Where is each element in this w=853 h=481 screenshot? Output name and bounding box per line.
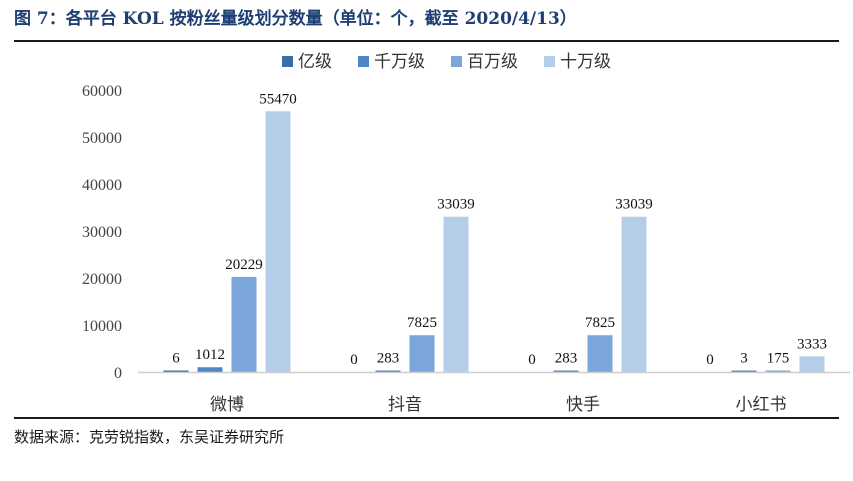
data-label: 283 [377,351,400,367]
bar [553,370,579,372]
data-label: 33039 [437,197,475,213]
figure-title: 图 7：各平台 KOL 按粉丝量级划分数量（单位：个，截至 2020/4/13） [14,9,577,29]
x-category-label: 抖音 [388,395,422,415]
bar [197,367,223,372]
y-tick-label: 20000 [82,271,122,288]
y-tick-label: 10000 [82,318,122,335]
data-label: 6 [172,351,180,367]
legend-swatch [358,56,369,67]
bar [231,276,257,372]
bar [621,216,647,372]
data-label: 0 [528,352,536,368]
legend-label: 十万级 [560,52,611,72]
bar [443,216,469,372]
legend-item: 百万级 [451,52,518,72]
y-tick-label: 40000 [82,177,122,194]
data-label: 283 [555,351,578,367]
bar [587,335,613,372]
source-rule [14,417,839,419]
legend-item: 亿级 [282,52,332,72]
bar [163,370,189,372]
legend-label: 亿级 [298,52,332,72]
x-category-label: 快手 [566,395,600,415]
bar [375,370,401,372]
legend-swatch [544,56,555,67]
title-rule [14,40,839,42]
data-labels: 6 1012 20229 55470 0 283 7825 33039 0 283 7825 3303… [172,91,827,368]
y-tick-label: 30000 [82,224,122,241]
legend-swatch [282,56,293,67]
legend-label: 千万级 [374,52,425,72]
data-label: 0 [706,352,714,368]
data-label: 7825 [585,315,615,331]
legend-swatch [451,56,462,67]
y-tick-label: 60000 [82,83,122,100]
y-tick-label: 0 [114,365,122,382]
data-label: 3 [740,351,748,367]
data-label: 3333 [797,336,827,352]
legend: 亿级 千万级 百万级 十万级 [282,52,611,72]
legend-label: 百万级 [467,52,518,72]
bar [765,370,791,372]
y-tick-label: 50000 [82,130,122,147]
data-label: 175 [767,351,790,367]
bar [409,335,435,372]
x-category-label: 小红书 [736,395,787,415]
data-label: 1012 [195,347,225,363]
legend-item: 千万级 [358,52,425,72]
x-axis: 微博 抖音 快手 小红书 [138,371,850,415]
bar-groups [163,111,825,372]
y-axis: 0 10000 20000 30000 40000 50000 60000 [82,83,122,382]
data-label: 55470 [259,91,297,107]
legend-item: 十万级 [544,52,611,72]
bar [265,111,291,372]
source-note: 数据来源：克劳锐指数，东吴证券研究所 [14,428,285,446]
bar [731,370,757,372]
data-label: 20229 [225,257,263,273]
x-category-label: 微博 [210,395,244,415]
data-label: 7825 [407,315,437,331]
data-label: 33039 [615,197,653,213]
bar [799,356,825,372]
data-label: 0 [350,352,358,368]
